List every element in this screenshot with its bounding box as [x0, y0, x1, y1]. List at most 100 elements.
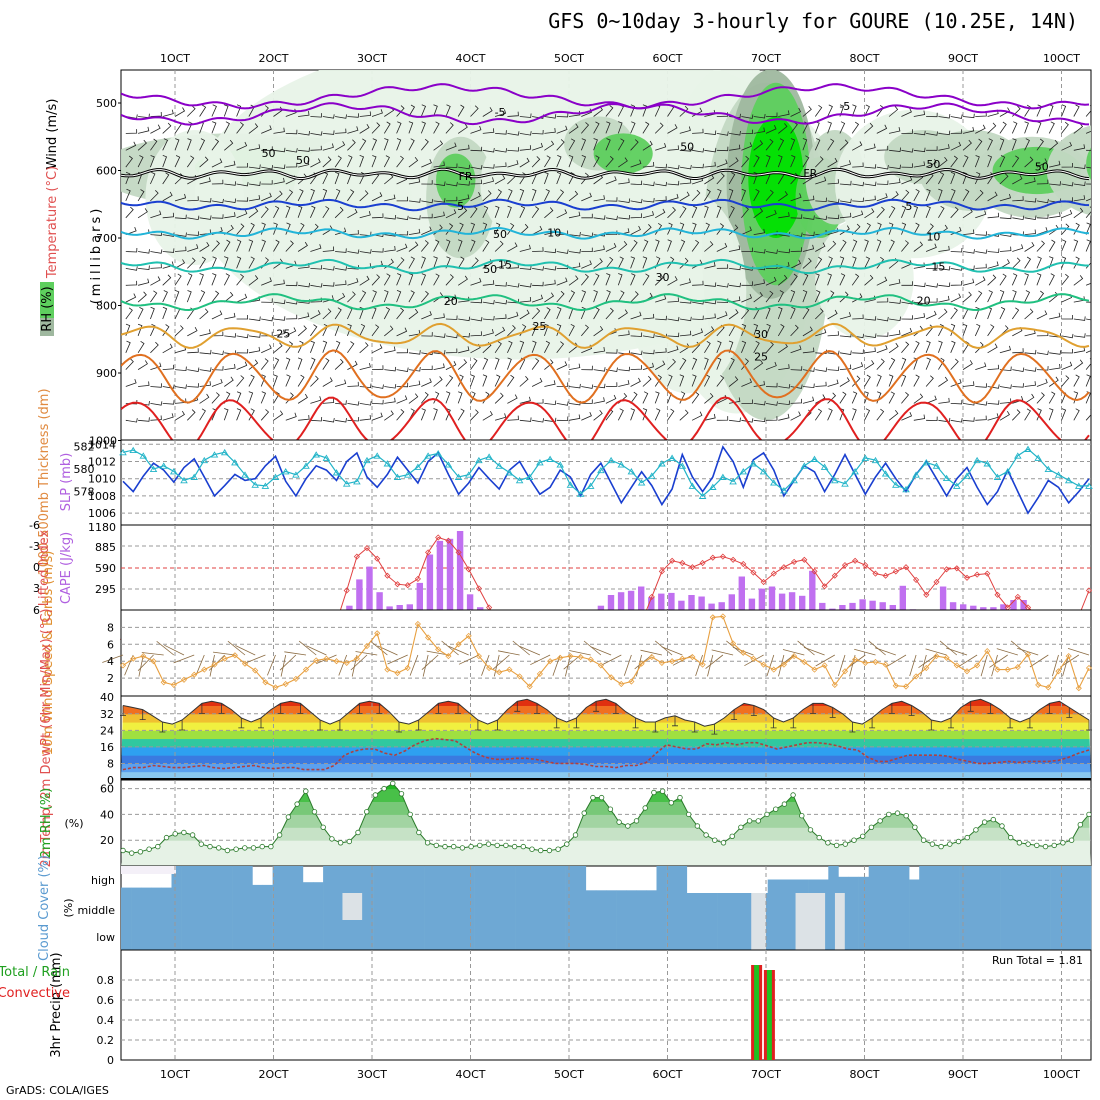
cloud-mid-cell-16 — [282, 893, 294, 922]
li-point-81 — [943, 566, 950, 573]
wind-barb-1473 — [1073, 275, 1084, 286]
rh2m-point-109 — [1068, 837, 1075, 843]
wind-barb-584 — [494, 341, 502, 354]
wind-barb-963 — [741, 323, 747, 337]
wind-barb-213 — [261, 180, 273, 185]
wind-barb-352 — [347, 277, 359, 286]
wind-barb-339 — [334, 379, 347, 387]
cape-bar-84 — [970, 605, 977, 610]
wind-barb-1197 — [901, 108, 912, 117]
wind-barb-587 — [494, 392, 504, 404]
cloud-low-cell-10 — [222, 922, 233, 950]
wind-barb-635 — [532, 247, 544, 252]
wind-barb-648 — [544, 140, 555, 151]
wind-barb-602 — [507, 325, 516, 337]
wind-barb-677 — [556, 306, 562, 320]
rh2m-point-43 — [494, 842, 500, 849]
wind-barb-1476 — [1073, 333, 1086, 338]
precip-tick-2: 0.4 — [97, 1014, 115, 1027]
thickness-point-34 — [464, 471, 473, 478]
rh-contour-label-8: 50 — [1035, 161, 1049, 174]
wind-barb-170 — [223, 408, 229, 421]
wind-barb-233 — [273, 190, 283, 202]
wind-barb-1319 — [975, 249, 988, 254]
cape-bar-82 — [949, 602, 957, 610]
wind-barb-47 — [150, 263, 162, 269]
wind10m-barb-94 — [1060, 654, 1080, 668]
wind-barb-1273 — [950, 114, 963, 119]
rh2m-point-17 — [268, 843, 274, 850]
temp2m-range-24 — [356, 703, 363, 714]
wind-barb-554 — [482, 164, 495, 169]
wind10m-point-47 — [597, 662, 604, 669]
wind-barb-865 — [679, 278, 691, 286]
wind-barb-98 — [186, 155, 195, 168]
wind-barb-1087 — [827, 179, 839, 185]
wind-barb-527 — [458, 346, 470, 354]
wind-barb-611 — [519, 157, 530, 168]
wind-barb-549 — [470, 391, 476, 404]
wind-barb-1296 — [962, 171, 968, 185]
wind-barb-6 — [125, 206, 134, 219]
ua-y-tick-4: 900 — [96, 367, 117, 380]
cloud-low-cell-39 — [515, 922, 526, 950]
wind-barb-1397 — [1024, 273, 1029, 286]
rh2m-point-8 — [189, 832, 196, 838]
wind-barb-1125 — [852, 181, 865, 187]
wind-barb-29 — [138, 278, 150, 286]
wind-barb-1216 — [913, 110, 926, 117]
wind-barb-1486 — [1086, 183, 1091, 185]
wind-barb-1359 — [999, 273, 1007, 286]
wind-barb-886 — [692, 315, 704, 321]
thickness-point-76 — [892, 481, 900, 488]
wind-barb-11 — [125, 293, 137, 303]
rh2m-point-35 — [424, 840, 431, 846]
cloud-mid-cell-79 — [919, 893, 930, 922]
wind-barb-801 — [642, 161, 655, 168]
wind-barb-994 — [765, 209, 777, 219]
wind-barb-1121 — [851, 104, 857, 117]
wind-barb-230 — [273, 147, 286, 153]
thickness-point-53 — [658, 460, 666, 467]
wind-barb-796 — [630, 391, 638, 404]
cloud-mid-cell-55 — [676, 893, 688, 922]
cape-bar-67 — [799, 595, 806, 610]
wind-barb-590 — [507, 131, 520, 136]
temp2m-range-72 — [829, 707, 836, 718]
wind-barb-948 — [729, 397, 741, 404]
cloud-low-cell-60 — [727, 922, 738, 950]
wind10m-barb-83 — [945, 647, 968, 656]
wind-barb-149 — [211, 378, 223, 387]
rh-region-13 — [748, 116, 804, 238]
wind-barb-1270 — [938, 376, 949, 387]
rh2m-point-32 — [398, 791, 405, 797]
cloud-gap-0 — [342, 893, 363, 920]
wind10m-point-48 — [608, 674, 615, 681]
cloud-low-cell-31 — [434, 922, 445, 950]
wind-barb-1227 — [913, 299, 926, 305]
wind10m-point-76 — [892, 682, 899, 689]
wind-barb-1496 — [1085, 350, 1091, 354]
wind-barb-1245 — [926, 283, 938, 288]
thickness-tick-1: 580 — [74, 463, 95, 476]
thickness-point-71 — [841, 480, 849, 487]
rh2m-point-25 — [337, 840, 344, 846]
cloud-low-cell-87 — [1000, 922, 1011, 950]
wind-barb-212 — [261, 165, 274, 170]
rh2m-point-108 — [1060, 840, 1066, 846]
temp2m-range-70 — [810, 703, 816, 714]
wind-barb-447 — [408, 273, 414, 286]
cloud-low-cell-46 — [585, 922, 597, 950]
wind-barb-1123 — [852, 141, 863, 151]
cloud-high-cell-9 — [211, 866, 223, 893]
grads-credit: GrADS: COLA/IGES — [6, 1084, 109, 1097]
wind10m-point-39 — [516, 673, 523, 680]
thickness-point-46 — [586, 482, 595, 489]
wind-barb-506 — [445, 315, 458, 320]
thickness-point-93 — [1064, 476, 1073, 484]
wind-barb-879 — [691, 189, 701, 202]
cloud-high-cell-79 — [919, 866, 930, 893]
cloud-low-cell-41 — [535, 922, 546, 950]
wind-barb-597 — [507, 242, 518, 252]
